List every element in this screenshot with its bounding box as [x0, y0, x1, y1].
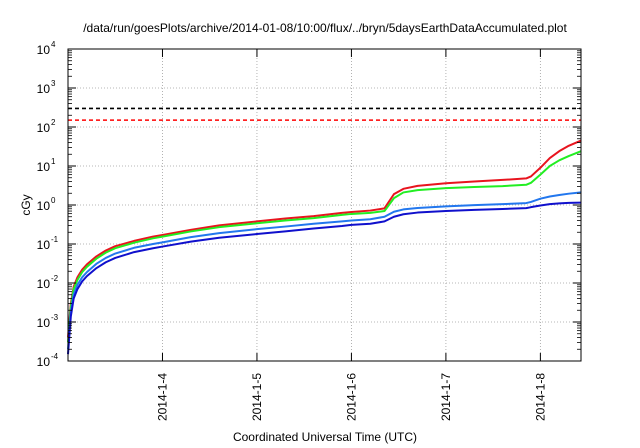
y-tick-label: 10: [37, 355, 51, 369]
chart-title: /data/run/goesPlots/archive/2014-01-08/1…: [83, 21, 567, 35]
x-axis-label: Coordinated Universal Time (UTC): [233, 430, 417, 444]
y-tick-exponent: -3: [51, 313, 59, 322]
threshold-lines: [68, 107, 581, 121]
series-line: [67, 139, 582, 338]
series-line: [67, 150, 582, 343]
x-tick-label: 2014-1-5: [250, 373, 264, 421]
y-tick-exponent: 4: [51, 40, 56, 49]
y-tick-exponent: -4: [51, 352, 59, 361]
x-tick-label: 2014-1-8: [533, 373, 547, 421]
y-tick-label: 10: [37, 199, 51, 213]
x-tick-label: 2014-1-7: [439, 373, 453, 421]
y-tick-label: 10: [37, 43, 51, 57]
series-line: [67, 191, 582, 350]
y-tick-label: 10: [37, 82, 51, 96]
y-tick-label: 10: [37, 238, 51, 252]
y-tick-label: 10: [37, 316, 51, 330]
series-lines: [67, 139, 582, 355]
series-line: [67, 201, 582, 355]
x-tick-label: 2014-1-4: [155, 373, 169, 421]
y-tick-exponent: 1: [51, 157, 56, 166]
y-tick-exponent: -2: [51, 274, 59, 283]
y-tick-label: 10: [37, 160, 51, 174]
y-tick-exponent: 2: [51, 118, 56, 127]
y-tick-exponent: -1: [51, 235, 59, 244]
x-axis-ticks: 2014-1-4 2014-1-5 2014-1-6 2014-1-7 2014-1-8: [155, 49, 547, 421]
y-tick-exponent: 0: [51, 196, 56, 205]
y-tick-label: 10: [37, 121, 51, 135]
y-axis-label: cGy: [19, 194, 33, 215]
y-tick-exponent: 3: [51, 79, 56, 88]
x-tick-label: 2014-1-6: [344, 373, 358, 421]
y-tick-label: 10: [37, 277, 51, 291]
